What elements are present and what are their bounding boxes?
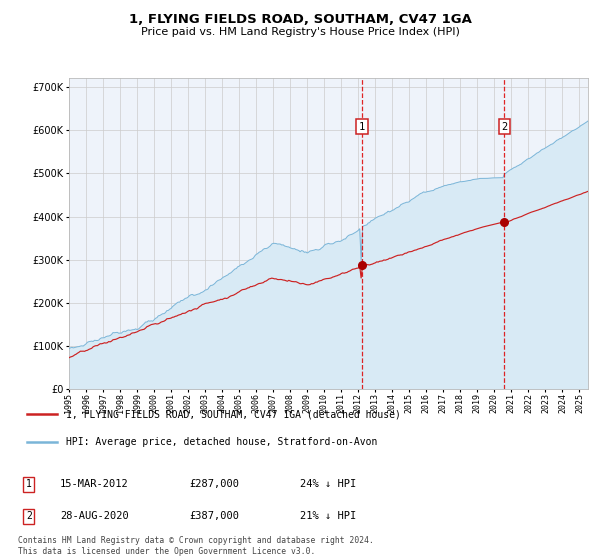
Text: 1: 1 (26, 479, 32, 489)
Text: 1, FLYING FIELDS ROAD, SOUTHAM, CV47 1GA (detached house): 1, FLYING FIELDS ROAD, SOUTHAM, CV47 1GA… (66, 409, 401, 419)
Text: 2: 2 (26, 511, 32, 521)
Text: £387,000: £387,000 (189, 511, 239, 521)
Text: 15-MAR-2012: 15-MAR-2012 (60, 479, 129, 489)
Text: £287,000: £287,000 (189, 479, 239, 489)
Text: Price paid vs. HM Land Registry's House Price Index (HPI): Price paid vs. HM Land Registry's House … (140, 27, 460, 38)
Text: 28-AUG-2020: 28-AUG-2020 (60, 511, 129, 521)
Text: Contains HM Land Registry data © Crown copyright and database right 2024.
This d: Contains HM Land Registry data © Crown c… (18, 536, 374, 556)
Text: HPI: Average price, detached house, Stratford-on-Avon: HPI: Average price, detached house, Stra… (66, 437, 377, 447)
Text: 24% ↓ HPI: 24% ↓ HPI (300, 479, 356, 489)
Text: 21% ↓ HPI: 21% ↓ HPI (300, 511, 356, 521)
Text: 2: 2 (501, 122, 508, 132)
Text: 1: 1 (359, 122, 365, 132)
Text: 1, FLYING FIELDS ROAD, SOUTHAM, CV47 1GA: 1, FLYING FIELDS ROAD, SOUTHAM, CV47 1GA (128, 13, 472, 26)
